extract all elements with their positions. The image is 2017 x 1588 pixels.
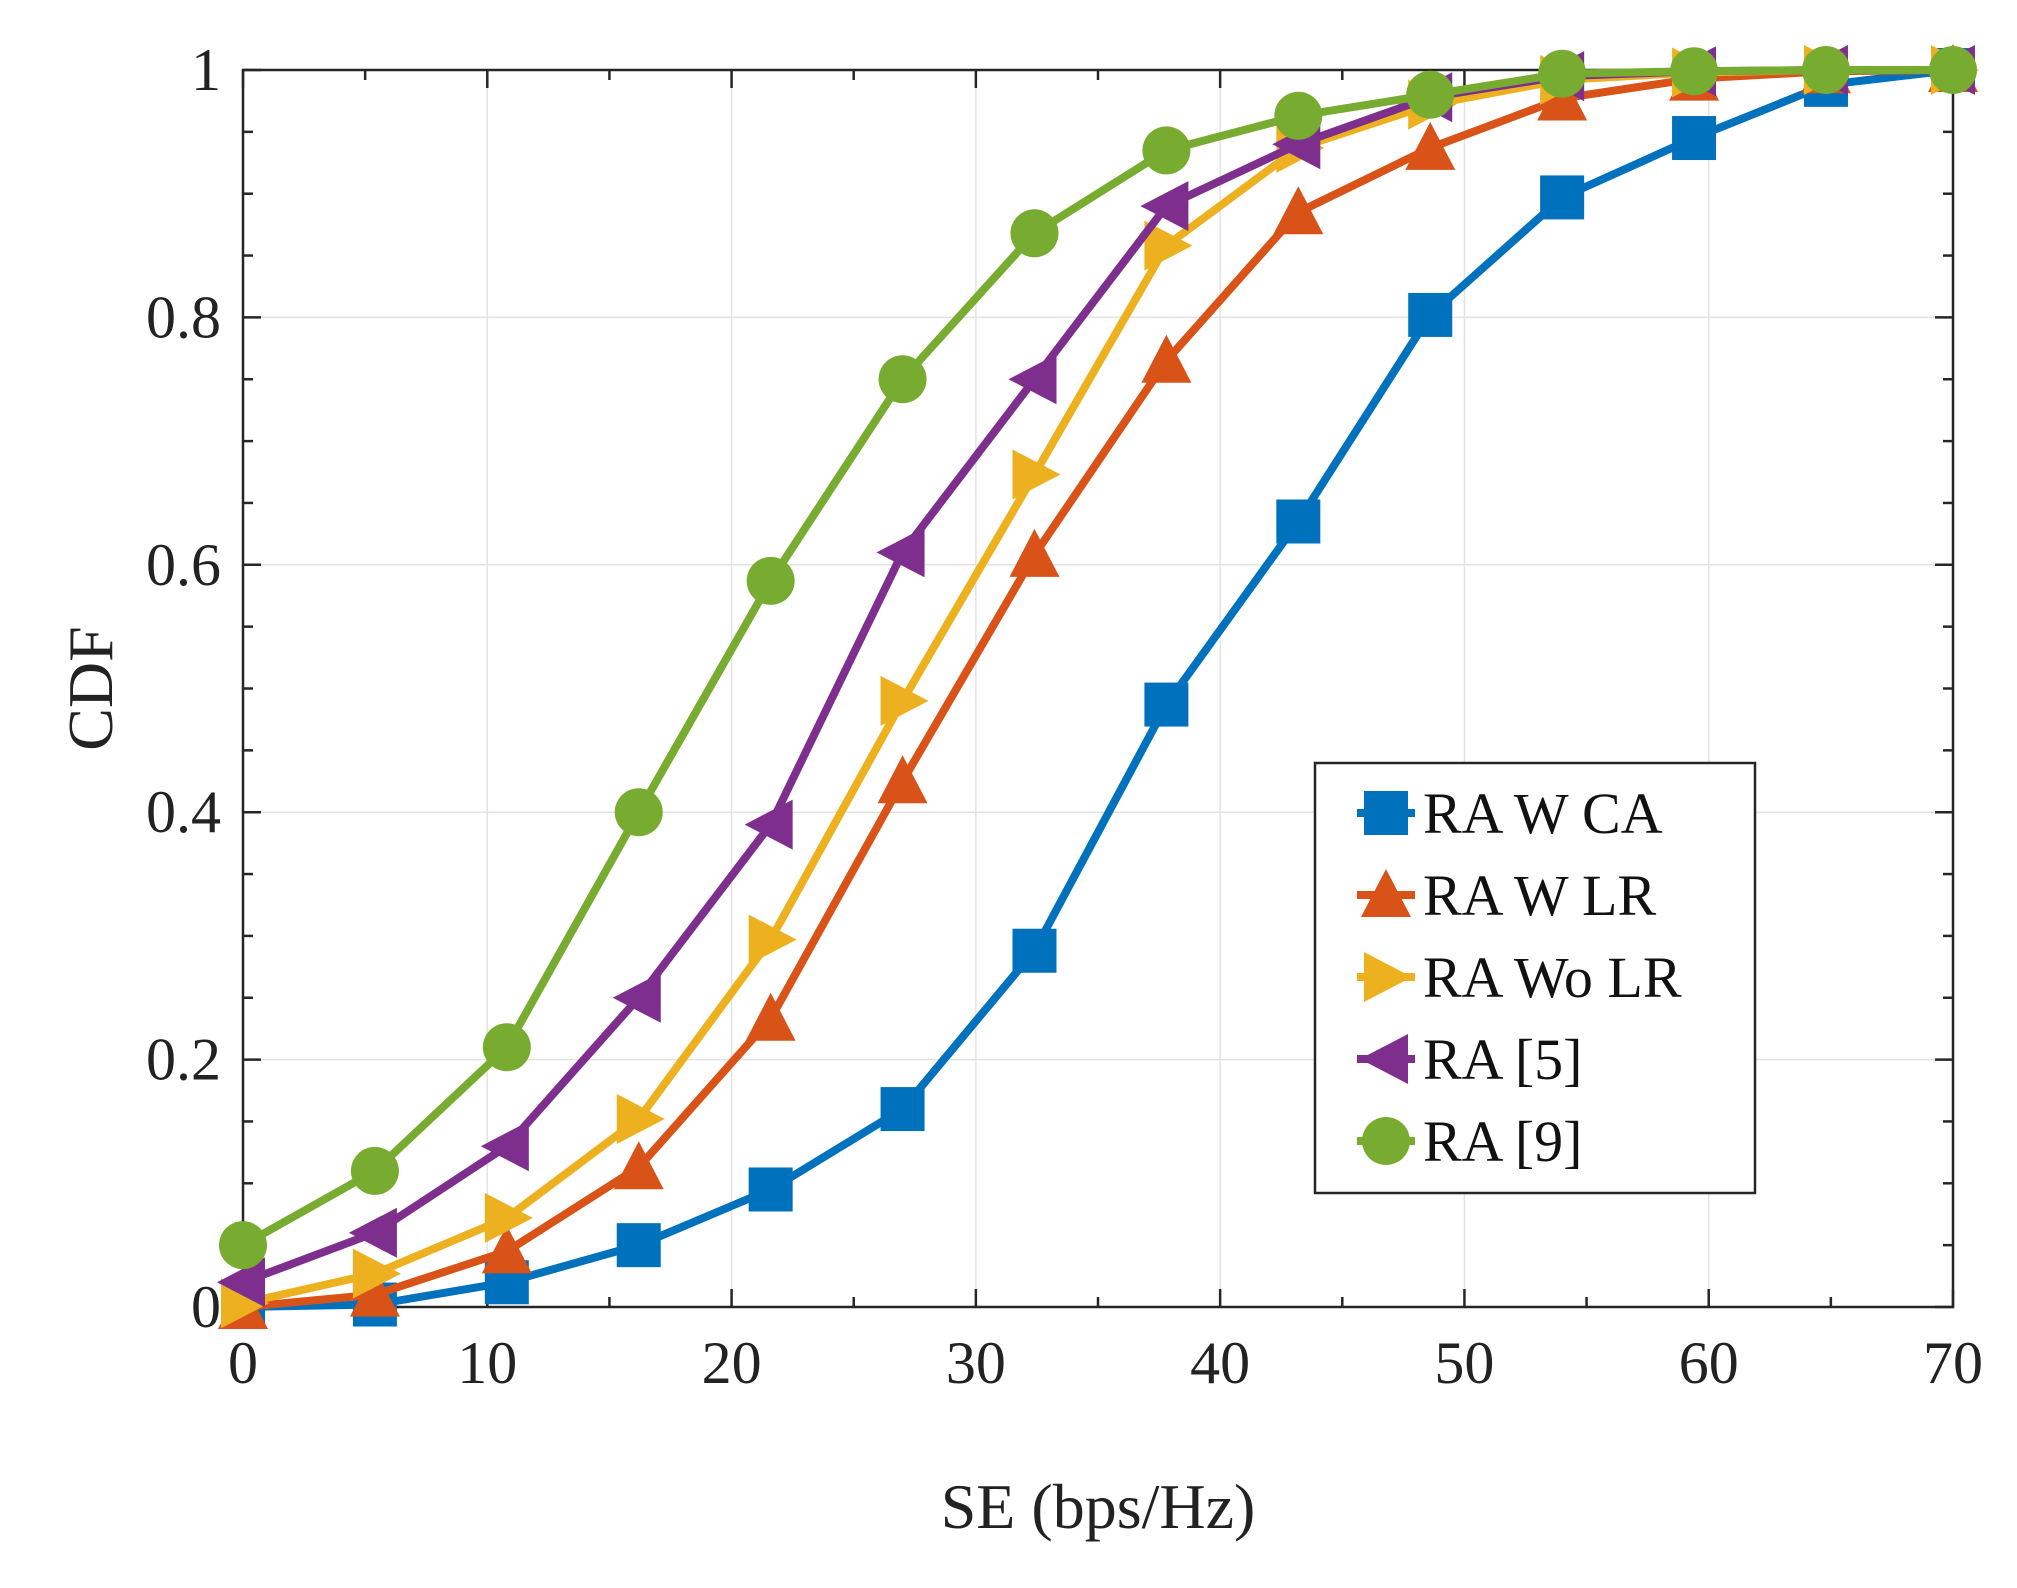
data-point-ra-5 [1008, 354, 1057, 405]
y-tick-label: 1 [191, 37, 221, 103]
data-point-ra-9 [614, 788, 663, 837]
data-point-ra-w-lr [349, 1268, 400, 1317]
x-tick-label: 70 [1923, 1330, 1983, 1396]
y-tick-label: 0.4 [146, 779, 221, 845]
legend-marker-ra-w-lr [1361, 869, 1411, 917]
legend-marker-ra-9 [1362, 1117, 1410, 1165]
data-point-ra-5 [348, 1207, 397, 1258]
data-point-ra-9 [1538, 49, 1587, 98]
data-point-ra-w-ca [748, 1167, 793, 1212]
y-tick-label: 0.8 [146, 284, 221, 350]
data-point-ra-wo-lr [1012, 449, 1061, 500]
data-point-ra-w-ca [616, 1223, 661, 1268]
data-point-ra-9 [1670, 47, 1719, 96]
y-axis-title: CDF [55, 626, 126, 751]
data-point-ra-w-ca [1276, 499, 1321, 544]
data-point-ra-wo-lr [484, 1192, 533, 1243]
x-tick-label: 10 [457, 1330, 517, 1396]
data-point-ra-w-lr [1273, 186, 1324, 235]
data-point-ra-wo-lr [221, 1278, 269, 1329]
data-point-ra-9 [1274, 91, 1323, 140]
data-point-ra-9 [1010, 209, 1059, 258]
data-point-ra-9 [1801, 46, 1850, 94]
series-layer [217, 44, 1979, 1329]
legend-marker-ra-wo-lr [1364, 952, 1412, 1002]
data-point-ra-wo-lr [352, 1248, 401, 1299]
x-tick-label: 40 [1190, 1330, 1250, 1396]
data-point-ra-9 [1142, 126, 1191, 175]
series-ra-9 [219, 46, 1977, 1270]
data-point-ra-wo-lr [880, 675, 929, 726]
legend-marker-ra-5 [1360, 1034, 1408, 1084]
legend-item-ra-w-lr: RA W LR [1357, 863, 1656, 928]
data-point-ra-w-lr [745, 992, 796, 1041]
data-point-ra-w-ca [1408, 292, 1453, 337]
data-point-ra-w-lr [1009, 528, 1060, 577]
data-point-ra-w-ca [1012, 928, 1057, 973]
legend-label: RA [9] [1423, 1109, 1583, 1174]
data-point-ra-5 [480, 1121, 529, 1172]
legend-label: RA W CA [1423, 781, 1663, 846]
data-point-ra-w-lr [613, 1141, 664, 1190]
data-point-ra-5 [876, 527, 925, 578]
legend-label: RA W LR [1423, 863, 1656, 928]
y-tick-label: 0.2 [146, 1027, 221, 1093]
data-point-ra-w-ca [1672, 116, 1717, 161]
y-tick-labels: 0 0.2 0.4 0.6 0.8 1 [146, 37, 221, 1340]
x-tick-label: 20 [702, 1330, 762, 1396]
data-point-ra-w-lr [481, 1225, 532, 1274]
data-point-ra-5 [612, 972, 661, 1023]
data-point-ra-9 [878, 355, 927, 404]
x-tick-labels: 0 10 20 30 40 50 60 70 [228, 1330, 1983, 1396]
x-tick-label: 60 [1679, 1330, 1739, 1396]
y-tick-label: 0.6 [146, 532, 221, 598]
x-tick-label: 50 [1434, 1330, 1494, 1396]
data-point-ra-9 [482, 1023, 531, 1072]
data-point-ra-9 [746, 556, 795, 605]
legend-item-ra-5: RA [5] [1357, 1027, 1583, 1092]
legend-item-ra-w-ca: RA W CA [1357, 781, 1663, 846]
data-point-ra-5 [217, 1257, 265, 1308]
data-point-ra-wo-lr [1144, 220, 1193, 271]
data-point-ra-w-ca [880, 1087, 925, 1132]
legend-label: RA Wo LR [1423, 945, 1682, 1010]
data-point-ra-5 [744, 799, 793, 850]
data-point-ra-wo-lr [616, 1093, 665, 1144]
legend-label: RA [5] [1423, 1027, 1583, 1092]
data-point-ra-w-ca [1144, 682, 1189, 727]
legend-item-ra-wo-lr: RA Wo LR [1357, 945, 1682, 1010]
data-point-ra-9 [1929, 46, 1977, 94]
data-point-ra-5 [1140, 181, 1189, 232]
data-point-ra-w-lr [877, 755, 928, 804]
legend-marker-ra-w-ca [1364, 791, 1408, 835]
data-point-ra-9 [1406, 70, 1455, 119]
data-point-ra-w-lr [1405, 121, 1456, 170]
legend-item-ra-9: RA [9] [1357, 1109, 1583, 1174]
x-tick-label: 0 [228, 1330, 258, 1396]
x-axis-title: SE (bps/Hz) [941, 1471, 1256, 1542]
data-point-ra-wo-lr [748, 914, 797, 965]
x-tick-label: 30 [946, 1330, 1006, 1396]
data-point-ra-w-ca [1540, 175, 1585, 220]
y-tick-label: 0 [191, 1274, 221, 1340]
legend: RA W CA RA W LR RA Wo LR RA [5] RA [9] [1313, 761, 1757, 1195]
data-point-ra-9 [219, 1221, 267, 1270]
data-point-ra-9 [350, 1146, 399, 1195]
data-point-ra-w-lr [1141, 334, 1192, 383]
